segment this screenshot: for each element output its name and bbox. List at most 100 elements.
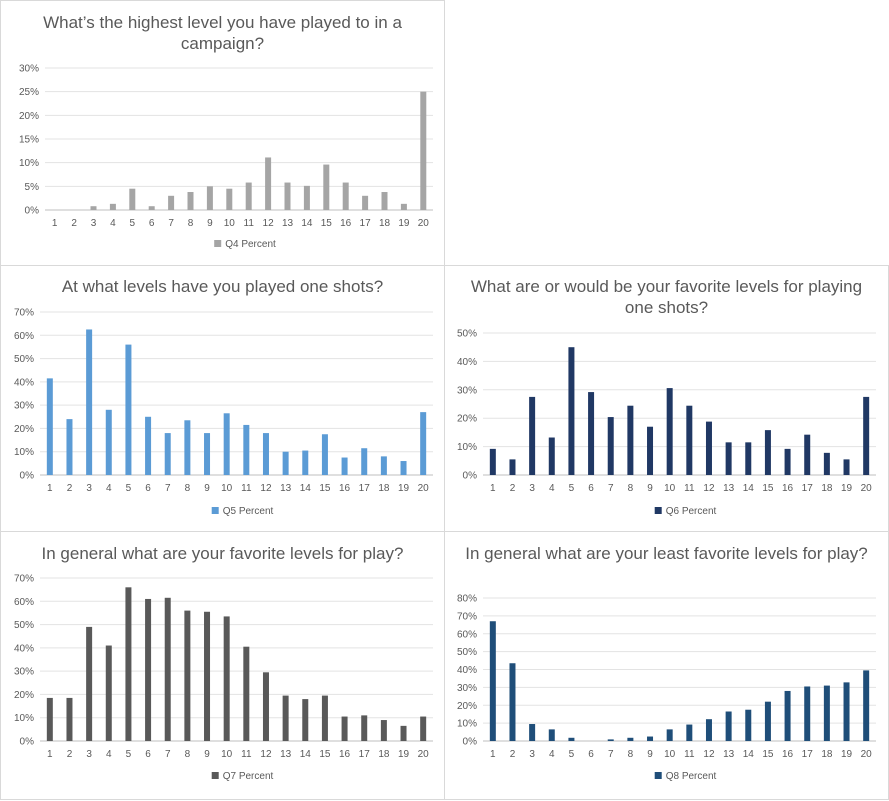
bar: [321, 695, 328, 741]
bar: [184, 610, 191, 741]
bar: [627, 737, 634, 741]
x-tick-label: 11: [241, 749, 252, 760]
y-tick-label: 0%: [25, 206, 40, 217]
bar: [168, 195, 175, 210]
y-tick-label: 20%: [457, 701, 477, 712]
x-tick-label: 11: [241, 483, 252, 494]
bar: [204, 611, 211, 741]
x-tick-label: 11: [244, 218, 255, 229]
x-tick-label: 2: [71, 218, 77, 229]
bar: [843, 682, 850, 741]
x-tick-label: 6: [145, 749, 151, 760]
bar: [647, 736, 654, 741]
x-tick-label: 17: [802, 749, 814, 760]
chart-svg: 0%10%20%30%40%50%60%70%80%1 2 3 4 5 6 7 8 9 10 11 1…: [457, 594, 876, 782]
bar: [380, 456, 387, 475]
legend-swatch: [211, 507, 219, 514]
chart-panel-q5: At what levels have you played one shots…: [0, 265, 445, 532]
bar: [125, 344, 132, 475]
x-tick-label: 16: [339, 483, 351, 494]
bar: [804, 434, 811, 475]
y-tick-label: 10%: [457, 719, 477, 730]
bar: [607, 739, 614, 741]
bar: [548, 729, 555, 741]
x-tick-label: 6: [588, 483, 594, 494]
legend-label: Q7 Percent: [223, 771, 274, 782]
bar: [381, 192, 388, 210]
y-tick-label: 50%: [457, 647, 477, 658]
bar: [745, 709, 752, 741]
x-tick-label: 6: [149, 218, 155, 229]
bar: [420, 91, 427, 210]
x-tick-label: 9: [647, 483, 653, 494]
chart-svg: 0%10%20%30%40%50%1 2 3 4 5 6 7 8 9 10 11 12 13 14 15 16…: [457, 329, 876, 517]
x-tick-label: 15: [321, 218, 333, 229]
x-tick-label: 16: [340, 218, 352, 229]
bar: [204, 433, 211, 475]
x-tick-label: 8: [628, 749, 634, 760]
y-tick-label: 40%: [14, 643, 34, 654]
legend-swatch: [214, 240, 222, 247]
x-tick-label: 1: [47, 483, 53, 494]
x-tick-label: 1: [47, 749, 53, 760]
bar: [46, 378, 53, 475]
x-tick-label: 18: [378, 483, 390, 494]
y-tick-label: 10%: [19, 158, 39, 169]
bar: [568, 347, 575, 475]
x-tick-label: 19: [398, 483, 410, 494]
x-tick-label: 12: [703, 749, 715, 760]
y-tick-label: 0%: [463, 471, 478, 482]
x-tick-label: 4: [106, 749, 112, 760]
legend-swatch: [654, 772, 662, 779]
bar: [843, 459, 850, 475]
bar: [489, 621, 496, 741]
bar: [666, 729, 673, 741]
x-tick-label: 6: [588, 749, 594, 760]
bar: [784, 448, 791, 475]
y-tick-label: 70%: [14, 308, 34, 319]
x-tick-label: 7: [168, 218, 174, 229]
bar: [725, 442, 732, 475]
x-tick-label: 15: [319, 749, 331, 760]
bar: [568, 737, 575, 741]
x-tick-label: 11: [684, 483, 695, 494]
x-tick-label: 20: [861, 483, 873, 494]
x-tick-label: 16: [782, 749, 794, 760]
y-tick-label: 70%: [14, 574, 34, 585]
y-tick-label: 20%: [14, 690, 34, 701]
x-tick-label: 18: [379, 218, 391, 229]
x-tick-label: 19: [398, 749, 410, 760]
legend-label: Q6 Percent: [666, 506, 717, 517]
bar: [109, 203, 116, 210]
x-tick-label: 8: [185, 483, 191, 494]
bar: [647, 426, 654, 475]
x-tick-label: 13: [280, 749, 292, 760]
y-tick-label: 60%: [14, 597, 34, 608]
bar: [145, 416, 152, 475]
legend-swatch: [211, 772, 219, 779]
y-tick-label: 0%: [463, 737, 478, 748]
x-tick-label: 2: [67, 483, 73, 494]
y-tick-label: 0%: [20, 737, 35, 748]
bar: [666, 388, 673, 475]
chart-title: In general what are your least favorite …: [465, 544, 868, 563]
x-tick-label: 4: [549, 483, 555, 494]
bar: [686, 724, 693, 741]
x-tick-label: 5: [569, 483, 575, 494]
bar: [303, 185, 310, 210]
bar: [223, 616, 230, 741]
x-tick-label: 15: [762, 749, 774, 760]
bar: [420, 412, 427, 475]
y-tick-label: 0%: [20, 471, 35, 482]
x-tick-label: 14: [301, 218, 313, 229]
y-tick-label: 25%: [19, 87, 39, 98]
y-tick-label: 30%: [19, 64, 39, 75]
bar: [380, 720, 387, 741]
x-tick-label: 3: [86, 483, 92, 494]
bar: [509, 459, 516, 475]
y-tick-label: 70%: [457, 611, 477, 622]
x-tick-label: 6: [145, 483, 151, 494]
bar: [361, 448, 368, 475]
bar: [187, 192, 194, 210]
bar: [105, 409, 112, 475]
